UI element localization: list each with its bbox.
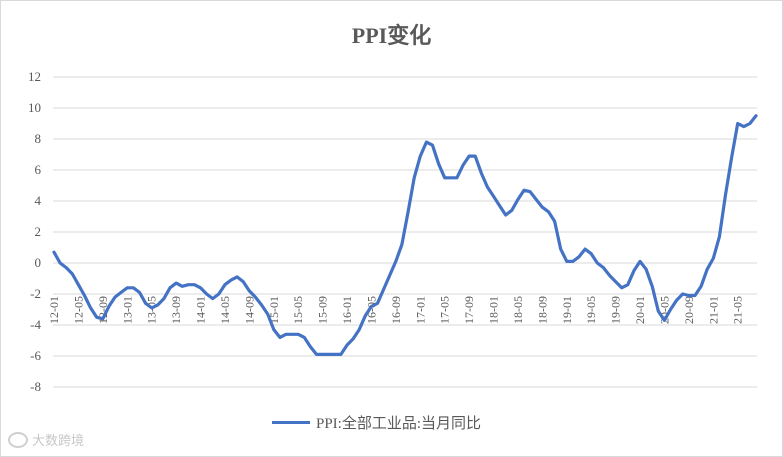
x-tick-label: 17-09: [462, 296, 476, 324]
x-tick-label: 16-05: [364, 296, 378, 324]
x-tick-label: 17-05: [438, 296, 452, 324]
x-tick-label: 19-01: [560, 296, 574, 324]
y-tick-label: 2: [35, 224, 42, 239]
x-tick-label: 15-09: [316, 296, 330, 324]
series-line: [52, 114, 758, 356]
x-tick-label: 19-05: [584, 296, 598, 324]
legend-label: PPI:全部工业品:当月同比: [316, 416, 482, 432]
x-tick-label: 16-09: [389, 296, 403, 324]
x-tick-label: 21-05: [731, 296, 745, 324]
y-tick-label: -4: [30, 317, 41, 332]
x-tick-label: 12-01: [47, 296, 61, 324]
x-tick-label: 17-01: [413, 296, 427, 324]
x-tick-label: 21-01: [706, 296, 720, 324]
watermark: 大数跨境: [8, 430, 84, 449]
x-tick-label: 16-01: [340, 296, 354, 324]
x-tick-label: 18-05: [511, 296, 525, 324]
y-tick-label: 10: [28, 100, 41, 115]
x-tick-label: 13-01: [120, 296, 134, 324]
x-tick-label: 14-01: [194, 296, 208, 324]
y-tick-label: 6: [35, 162, 42, 177]
watermark-text: 大数跨境: [32, 434, 85, 449]
legend-swatch: [272, 421, 310, 424]
x-tick-label: 15-05: [291, 296, 305, 324]
x-tick-label: 19-09: [609, 296, 623, 324]
chart-title: PPI变化: [351, 23, 432, 48]
x-tick-label: 13-05: [145, 296, 159, 324]
x-tick-label: 13-09: [169, 296, 183, 324]
x-tick-label: 12-05: [71, 296, 85, 324]
y-tick-label: -6: [30, 348, 41, 363]
x-tick-label: 18-01: [487, 296, 501, 324]
x-tick-label: 20-01: [633, 296, 647, 324]
y-tick-label: -8: [30, 379, 41, 394]
watermark-logo-icon: [8, 431, 28, 448]
x-tick-label: 14-05: [218, 296, 232, 324]
y-tick-label: 8: [35, 131, 42, 146]
legend[interactable]: PPI:全部工业品:当月同比: [272, 412, 481, 433]
x-tick-label: 14-09: [242, 296, 256, 324]
y-tick-label: 0: [35, 255, 42, 270]
x-tick-label: 20-09: [682, 296, 696, 324]
x-tick-label: 18-09: [535, 296, 549, 324]
y-tick-label: 4: [35, 193, 42, 208]
y-tick-label: 12: [28, 69, 41, 84]
y-tick-label: -2: [30, 286, 41, 301]
